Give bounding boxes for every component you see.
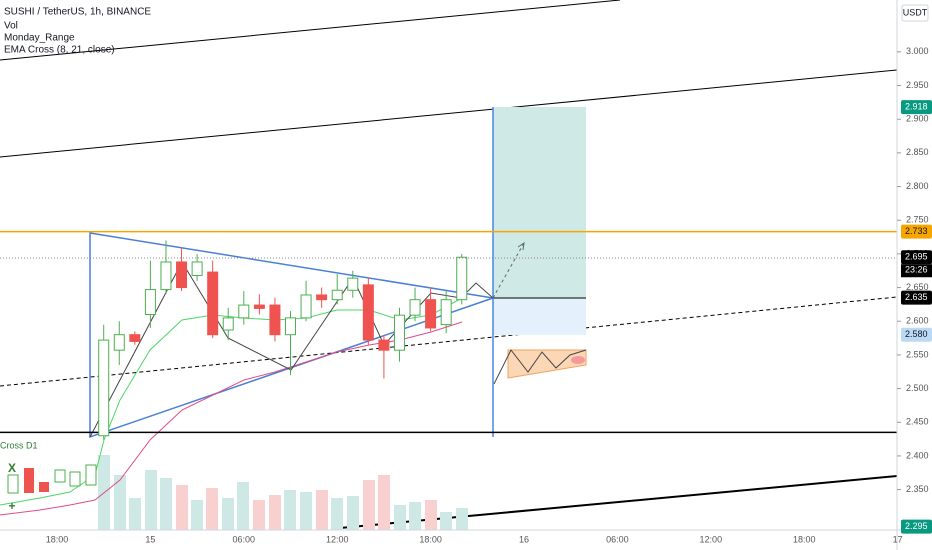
target-zone xyxy=(493,107,586,298)
y-tick-label: 2.650 xyxy=(906,282,929,292)
candle-body xyxy=(222,317,234,331)
y-tick-label: 3.000 xyxy=(906,46,929,56)
countdown: 23:26 xyxy=(905,265,928,275)
candle-body xyxy=(160,261,172,291)
plot: X + xyxy=(0,0,898,530)
y-tick-label: 2.550 xyxy=(906,349,929,359)
x-tick-label: 18:00 xyxy=(793,534,816,544)
volume xyxy=(98,455,468,530)
price-label: 2.695 xyxy=(905,252,928,262)
x-tick-label: 12:00 xyxy=(700,534,723,544)
x-tick-label: 16 xyxy=(519,534,529,544)
candle-body xyxy=(238,304,250,319)
indicator: Vol xyxy=(4,21,18,32)
price-label-box xyxy=(901,290,932,305)
x-tick-label: 15 xyxy=(145,534,155,544)
volume xyxy=(176,475,437,530)
candle-body xyxy=(113,334,125,351)
price-label: 2.580 xyxy=(905,329,928,339)
projection xyxy=(492,242,525,299)
trend-line xyxy=(0,296,898,387)
price-label: 2.918 xyxy=(905,101,928,111)
candle-body xyxy=(331,289,343,301)
y-tick-label: 2.800 xyxy=(906,181,929,191)
candle-body xyxy=(362,284,374,341)
currency-box xyxy=(901,4,929,22)
indicator: Monday_Range xyxy=(4,33,75,44)
y-tick-label: 2.400 xyxy=(906,450,929,460)
candle-body xyxy=(300,294,312,319)
price-label-box xyxy=(901,250,932,265)
x-tick-label: 06:00 xyxy=(233,534,256,544)
stop-zone xyxy=(493,298,586,335)
y-tick-label: 2.950 xyxy=(906,80,929,90)
candle-body xyxy=(440,299,452,326)
candle-body xyxy=(176,261,188,289)
candle-body xyxy=(456,256,468,301)
pattern-zigzag xyxy=(493,349,587,385)
candle-body xyxy=(425,299,437,329)
cross-marker: X xyxy=(8,461,16,475)
cross-marker: + xyxy=(8,499,15,513)
pane-label: Cross D1 xyxy=(0,440,38,450)
y-tick-label: 2.750 xyxy=(906,215,929,225)
candle-body xyxy=(191,261,203,276)
candle-body xyxy=(378,339,390,351)
candle-body xyxy=(144,289,156,315)
indicator: EMA Cross (8, 21, close) xyxy=(4,45,115,56)
countdown-box xyxy=(901,264,932,278)
price-label-box xyxy=(901,327,932,342)
candle-body xyxy=(285,317,297,336)
x-tick-label: 18:00 xyxy=(419,534,442,544)
price-label-box xyxy=(901,100,932,115)
y-tick-label: 2.500 xyxy=(906,383,929,393)
candle-body xyxy=(98,339,110,437)
price-label: 2.733 xyxy=(905,226,928,236)
candle-body xyxy=(347,277,359,291)
price-label: 2.295 xyxy=(905,521,928,531)
candle-body xyxy=(269,304,281,336)
price-label: 2.635 xyxy=(905,292,928,302)
price-label-box xyxy=(901,519,932,534)
triangle xyxy=(89,232,494,439)
y-tick-label: 2.900 xyxy=(906,114,929,124)
x-tick-label: 12:00 xyxy=(326,534,349,544)
y-tick-label: 2.450 xyxy=(906,417,929,427)
y-tick-label: 2.350 xyxy=(906,484,929,494)
pattern-mark xyxy=(571,356,585,364)
candle-body xyxy=(393,314,405,351)
x-tick-label: 06:00 xyxy=(606,534,629,544)
symbol: SUSHI / TetherUS, 1h, BINANCE xyxy=(4,7,151,18)
candle-body xyxy=(253,304,265,309)
candle-body xyxy=(316,294,328,301)
trend-line xyxy=(0,0,621,61)
time-axis xyxy=(0,530,932,550)
cross-pane: X + xyxy=(7,461,97,513)
x-tick-label: 17 xyxy=(893,534,903,544)
arrow-head xyxy=(517,241,525,251)
x-tick-label: 18:00 xyxy=(46,534,69,544)
candle-body xyxy=(207,271,219,336)
y-tick-label: 2.600 xyxy=(906,316,929,326)
trend-line xyxy=(0,69,898,158)
price-label-box xyxy=(901,224,932,239)
candle-body xyxy=(409,299,421,316)
y-tick-label: 2.850 xyxy=(906,147,929,157)
currency: USDT xyxy=(903,7,928,17)
candle-body xyxy=(129,334,141,342)
